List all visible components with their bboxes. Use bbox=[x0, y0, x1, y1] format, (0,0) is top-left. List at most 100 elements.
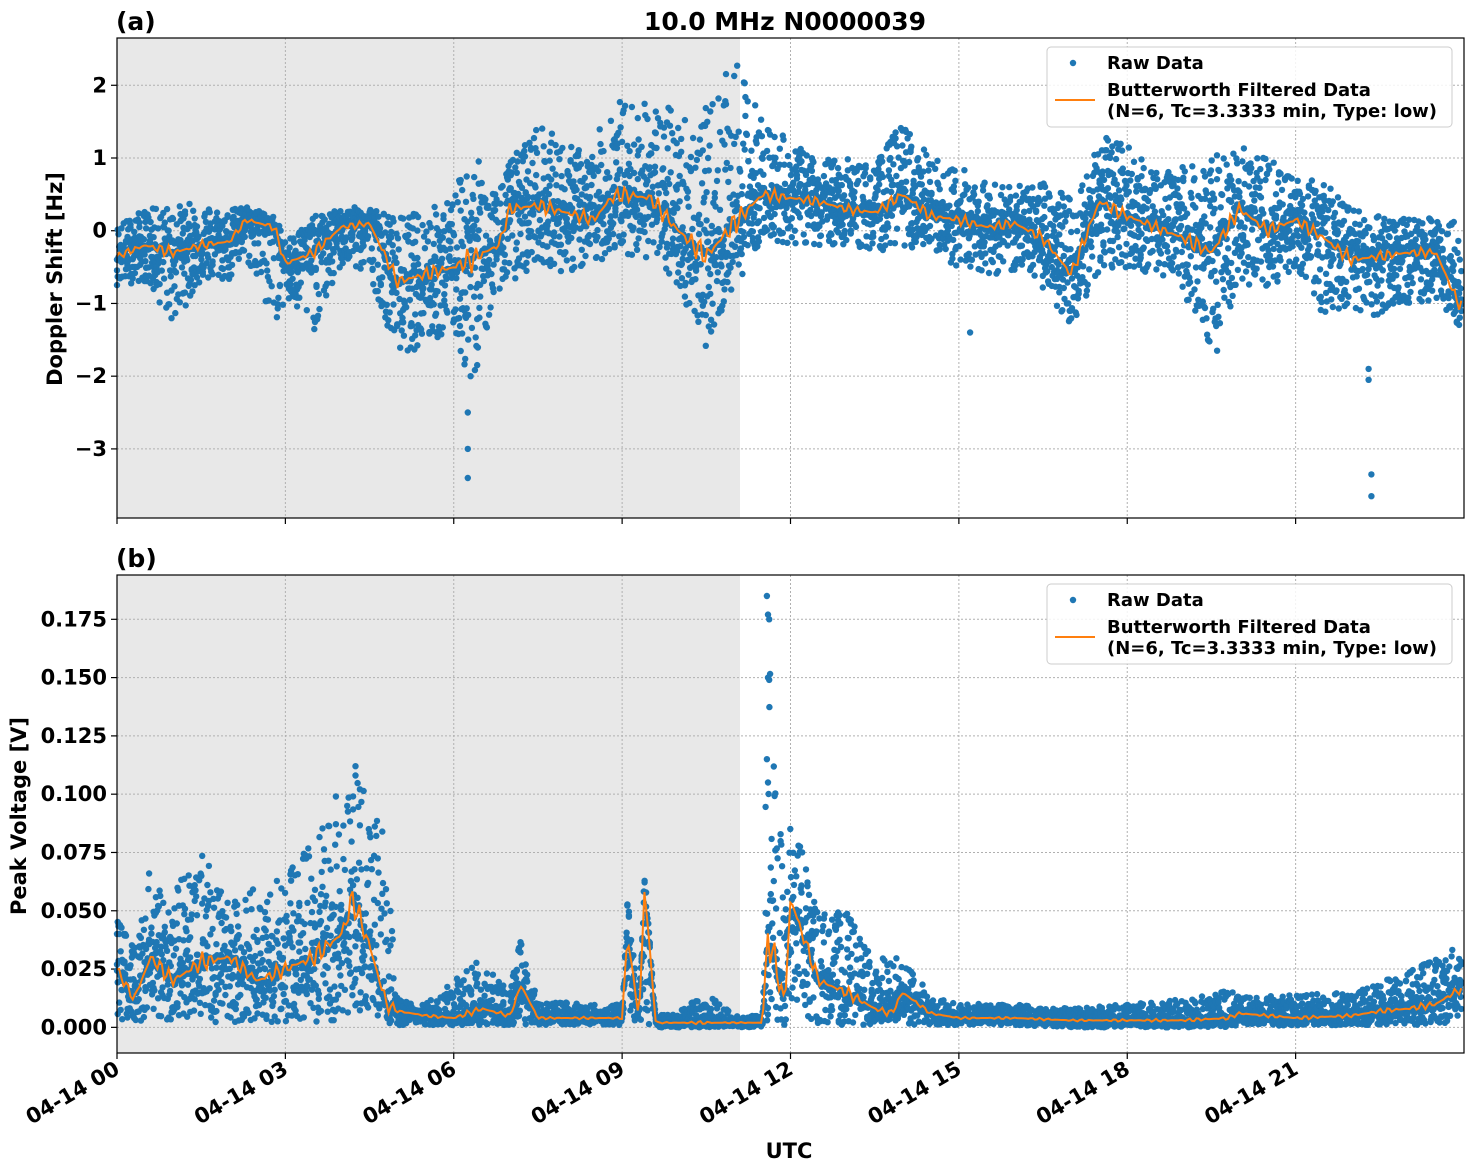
raw-data-point bbox=[463, 173, 470, 180]
raw-data-point bbox=[266, 278, 273, 285]
raw-data-point bbox=[176, 299, 183, 306]
raw-data-point bbox=[620, 231, 627, 238]
raw-data-point bbox=[444, 309, 451, 316]
raw-data-point bbox=[635, 136, 642, 143]
raw-data-point bbox=[1232, 281, 1239, 288]
raw-data-point bbox=[289, 275, 296, 282]
raw-data-point bbox=[224, 213, 231, 221]
raw-data-point bbox=[704, 265, 712, 272]
raw-data-point bbox=[312, 266, 319, 273]
raw-data-point bbox=[716, 128, 724, 136]
raw-data-point bbox=[678, 148, 685, 155]
raw-data-point bbox=[165, 227, 172, 234]
raw-data-point bbox=[246, 252, 253, 259]
raw-data-point bbox=[744, 98, 751, 105]
raw-data-point bbox=[323, 292, 330, 299]
raw-data-point bbox=[1288, 175, 1295, 182]
raw-data-point bbox=[127, 224, 134, 231]
raw-data-point bbox=[1302, 273, 1310, 280]
raw-data-point bbox=[1181, 168, 1189, 175]
raw-data-point bbox=[178, 264, 186, 271]
raw-data-point bbox=[1118, 196, 1125, 203]
raw-data-point bbox=[303, 307, 310, 314]
raw-data-point bbox=[739, 270, 746, 278]
raw-data-point bbox=[1165, 204, 1172, 211]
raw-data-point bbox=[550, 260, 558, 267]
raw-data-point bbox=[788, 234, 795, 241]
raw-data-point bbox=[523, 267, 530, 275]
raw-data-point bbox=[1130, 158, 1138, 165]
raw-data-point bbox=[674, 204, 681, 212]
raw-data-point bbox=[985, 269, 993, 277]
raw-data-point bbox=[741, 146, 748, 153]
raw-data-point bbox=[181, 289, 189, 296]
raw-data-point bbox=[499, 182, 506, 190]
raw-data-point bbox=[1331, 209, 1339, 217]
raw-data-point bbox=[740, 140, 747, 147]
raw-data-point bbox=[339, 259, 346, 267]
raw-data-point bbox=[1225, 269, 1232, 276]
raw-data-point bbox=[731, 243, 739, 250]
raw-data-point bbox=[906, 131, 913, 138]
raw-data-point bbox=[703, 217, 710, 224]
raw-data-point bbox=[1277, 257, 1284, 264]
raw-data-point bbox=[942, 245, 949, 253]
raw-data-point bbox=[228, 271, 235, 278]
raw-data-point bbox=[497, 200, 504, 207]
raw-data-point bbox=[546, 182, 553, 189]
raw-data-point bbox=[689, 134, 697, 142]
raw-data-point bbox=[337, 208, 344, 215]
raw-data-point bbox=[549, 165, 556, 172]
raw-data-point bbox=[684, 188, 692, 195]
raw-data-point bbox=[297, 279, 304, 286]
raw-data-point bbox=[462, 355, 469, 363]
raw-data-point bbox=[950, 236, 957, 244]
raw-data-point bbox=[209, 258, 216, 265]
raw-data-point bbox=[710, 321, 718, 328]
raw-data-point bbox=[457, 207, 464, 214]
raw-data-point bbox=[926, 178, 934, 186]
raw-data-point bbox=[360, 242, 367, 249]
raw-data-point bbox=[1140, 164, 1147, 172]
raw-data-point bbox=[855, 177, 862, 185]
raw-data-point bbox=[705, 167, 712, 174]
raw-data-point bbox=[374, 261, 381, 268]
raw-data-point bbox=[1251, 197, 1258, 204]
raw-data-point bbox=[142, 258, 149, 265]
raw-data-point bbox=[1188, 194, 1195, 201]
raw-data-point bbox=[616, 166, 624, 173]
raw-data-point bbox=[140, 236, 148, 243]
raw-data-point bbox=[879, 173, 887, 181]
raw-data-point bbox=[776, 145, 783, 152]
raw-data-point bbox=[965, 250, 973, 257]
raw-data-point bbox=[1245, 183, 1253, 190]
raw-data-point bbox=[692, 276, 699, 283]
raw-data-point bbox=[738, 190, 745, 198]
raw-data-point bbox=[326, 240, 333, 248]
raw-data-point bbox=[684, 194, 691, 202]
raw-data-point bbox=[1211, 205, 1218, 213]
raw-data-point bbox=[590, 172, 597, 179]
raw-data-point bbox=[890, 161, 897, 168]
raw-data-point bbox=[1219, 191, 1226, 199]
raw-data-point bbox=[1312, 187, 1319, 195]
raw-data-point bbox=[235, 255, 242, 262]
raw-data-point bbox=[419, 221, 426, 229]
raw-data-point bbox=[872, 193, 879, 200]
raw-data-point bbox=[559, 144, 566, 152]
raw-data-point bbox=[405, 231, 412, 239]
raw-data-point bbox=[1340, 217, 1348, 225]
raw-data-point bbox=[577, 161, 585, 168]
raw-data-point bbox=[376, 225, 384, 232]
raw-data-point bbox=[506, 259, 513, 267]
raw-data-point bbox=[461, 361, 468, 368]
raw-data-point bbox=[465, 311, 472, 319]
raw-data-point bbox=[400, 332, 408, 339]
raw-data-point bbox=[739, 183, 746, 190]
raw-data-point bbox=[1219, 276, 1227, 283]
raw-data-point bbox=[452, 306, 459, 313]
raw-data-point bbox=[760, 214, 768, 222]
raw-data-point bbox=[615, 129, 622, 136]
raw-data-point bbox=[914, 155, 922, 162]
raw-data-point bbox=[1345, 293, 1352, 300]
